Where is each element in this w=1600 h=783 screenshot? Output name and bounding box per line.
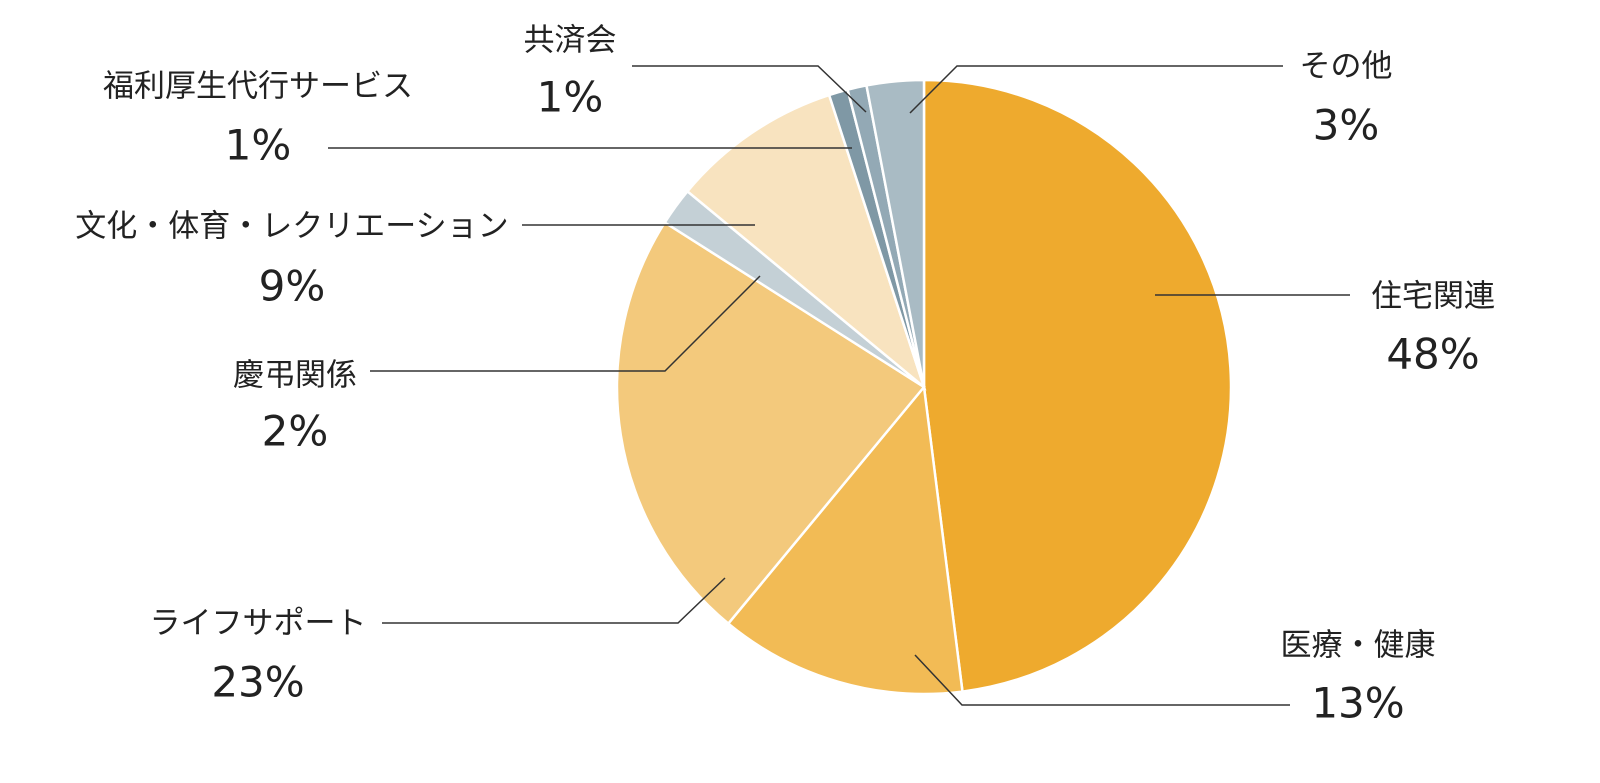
value-label: 9%: [259, 262, 326, 311]
leader-line: [632, 65, 867, 113]
value-label: 3%: [1313, 101, 1380, 150]
pie-slice: [615, 220, 926, 626]
value-label: 13%: [1311, 679, 1404, 728]
slice-label: 文化・体育・レクリエーション: [75, 209, 508, 245]
slice-label: 医療・健康: [1281, 628, 1436, 664]
value-label: 48%: [1386, 330, 1479, 379]
slice-label: その他: [1300, 49, 1393, 85]
value-label: 1%: [225, 121, 292, 170]
slice-label: 共済会: [524, 23, 617, 59]
slice-label: 福利厚生代行サービス: [103, 69, 413, 105]
leader-line: [370, 275, 761, 372]
value-label: 23%: [211, 658, 304, 707]
slice-label: 慶弔関係: [233, 358, 357, 394]
pie-slice: [726, 383, 964, 696]
leader-line: [382, 577, 726, 624]
pie-slice: [865, 78, 926, 388]
leader-line: [909, 65, 1283, 114]
slice-label: 住宅関連: [1371, 279, 1495, 315]
pie-slice: [922, 78, 1233, 693]
value-label: 2%: [262, 407, 329, 456]
value-label: 1%: [537, 73, 604, 122]
leader-line: [914, 654, 1290, 706]
pie-slice: [685, 93, 927, 391]
slice-label: ライフサポート: [150, 606, 367, 642]
